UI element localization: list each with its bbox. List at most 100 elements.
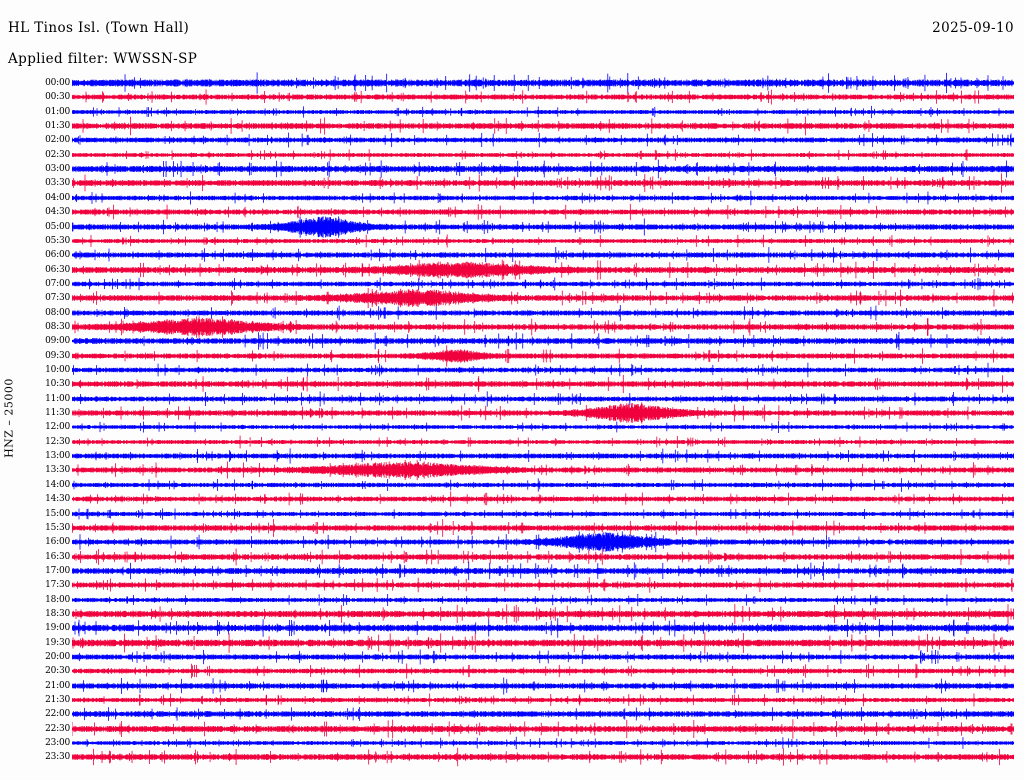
- trace-time-label: 12:00: [45, 422, 70, 433]
- seismic-trace: [72, 190, 1014, 206]
- trace-time-label: 18:00: [45, 594, 70, 605]
- seismic-trace: [72, 491, 1014, 507]
- trace-row: 04:00: [0, 190, 1024, 207]
- trace-row: 19:00: [0, 618, 1024, 639]
- seismic-trace: [72, 531, 1014, 553]
- seismic-trace: [72, 548, 1014, 565]
- trace-row: 13:00: [0, 448, 1024, 465]
- seismic-trace: [72, 133, 1014, 148]
- trace-row: 01:30: [0, 116, 1024, 136]
- seismic-trace: [72, 402, 1014, 424]
- trace-time-label: 02:30: [45, 149, 70, 160]
- trace-time-label: 01:30: [45, 121, 70, 132]
- trace-time-label: 22:00: [45, 709, 70, 720]
- seismic-trace: [72, 391, 1014, 407]
- seismic-trace: [72, 362, 1014, 378]
- trace-row: 23:00: [0, 736, 1024, 752]
- seismic-trace: [72, 203, 1014, 221]
- record-date: 2025-09-10: [932, 20, 1014, 36]
- trace-row: 08:30: [0, 316, 1024, 338]
- trace-row: 21:30: [0, 693, 1024, 709]
- seismic-trace: [72, 649, 1014, 665]
- trace-row: 16:30: [0, 548, 1024, 566]
- trace-time-label: 16:00: [45, 537, 70, 548]
- seismic-trace: [72, 477, 1014, 492]
- seismic-trace: [72, 332, 1014, 351]
- trace-time-label: 02:00: [45, 135, 70, 146]
- trace-time-label: 15:30: [45, 522, 70, 533]
- seismic-trace: [72, 259, 1014, 280]
- trace-time-label: 10:30: [45, 379, 70, 390]
- trace-row: 23:30: [0, 748, 1024, 767]
- trace-time-label: 06:00: [45, 250, 70, 261]
- seismic-trace: [72, 89, 1014, 106]
- helicorder-plot: 00:00 00:30 01:00 01:30 02:00 02:30 03:00 03:30…: [0, 72, 1024, 778]
- seismic-trace: [72, 736, 1014, 750]
- trace-row: 09:30: [0, 345, 1024, 367]
- trace-row: 21:00: [0, 677, 1024, 695]
- trace-row: 11:00: [0, 391, 1024, 408]
- trace-time-label: 08:30: [45, 321, 70, 332]
- trace-time-label: 16:30: [45, 551, 70, 562]
- seismic-trace: [72, 707, 1014, 722]
- seismic-trace: [72, 148, 1014, 161]
- page-title: HL Tinos Isl. (Town Hall): [8, 20, 190, 36]
- trace-time-label: 03:00: [45, 164, 70, 175]
- seismic-trace: [72, 507, 1014, 520]
- seismic-trace: [72, 460, 1014, 481]
- seismic-trace: [72, 234, 1014, 248]
- trace-row: 02:30: [0, 148, 1024, 164]
- seismic-trace: [72, 277, 1014, 291]
- seismic-trace: [72, 345, 1014, 367]
- trace-row: 16:00: [0, 531, 1024, 553]
- trace-row: 05:30: [0, 234, 1024, 250]
- trace-time-label: 08:00: [45, 307, 70, 318]
- trace-row: 06:30: [0, 259, 1024, 280]
- trace-time-label: 11:00: [45, 393, 70, 404]
- trace-time-label: 09:00: [45, 336, 70, 347]
- trace-row: 02:00: [0, 133, 1024, 149]
- trace-time-label: 11:30: [45, 408, 70, 419]
- seismic-trace: [72, 618, 1014, 639]
- trace-time-label: 13:00: [45, 451, 70, 462]
- seismic-trace: [72, 159, 1014, 179]
- seismic-trace: [72, 632, 1014, 654]
- trace-time-label: 20:00: [45, 652, 70, 662]
- trace-time-label: 06:30: [45, 264, 70, 275]
- trace-row: 05:00: [0, 215, 1024, 238]
- seismic-trace: [72, 577, 1014, 594]
- trace-row: 22:30: [0, 719, 1024, 739]
- trace-time-label: 18:30: [45, 608, 70, 619]
- trace-row: 08:00: [0, 304, 1024, 322]
- seismic-trace: [72, 748, 1014, 767]
- trace-row: 11:30: [0, 402, 1024, 424]
- trace-row: 20:30: [0, 663, 1024, 680]
- trace-row: 15:30: [0, 518, 1024, 537]
- trace-time-label: 12:30: [45, 436, 70, 447]
- seismic-trace: [72, 421, 1014, 434]
- seismic-trace: [72, 288, 1014, 309]
- trace-row: 12:00: [0, 421, 1024, 436]
- trace-time-label: 23:30: [45, 752, 70, 763]
- trace-time-label: 19:00: [45, 623, 70, 634]
- trace-row: 03:00: [0, 159, 1024, 179]
- trace-row: 14:30: [0, 491, 1024, 508]
- trace-time-label: 17:00: [45, 565, 70, 576]
- trace-row: 07:00: [0, 277, 1024, 293]
- trace-time-label: 05:30: [45, 235, 70, 246]
- trace-time-label: 21:30: [45, 695, 70, 706]
- trace-time-label: 17:30: [45, 580, 70, 591]
- trace-time-label: 04:30: [45, 207, 70, 218]
- seismic-trace: [72, 518, 1014, 537]
- trace-row: 14:00: [0, 477, 1024, 494]
- seismic-trace: [72, 247, 1014, 264]
- trace-row: 13:30: [0, 460, 1024, 481]
- trace-time-label: 04:00: [45, 192, 70, 203]
- trace-row: 10:30: [0, 375, 1024, 394]
- seismic-trace: [72, 677, 1014, 695]
- trace-row: 09:00: [0, 332, 1024, 351]
- seismic-trace: [72, 435, 1014, 449]
- trace-row: 04:30: [0, 203, 1024, 221]
- trace-row: 06:00: [0, 247, 1024, 264]
- trace-row: 15:00: [0, 507, 1024, 523]
